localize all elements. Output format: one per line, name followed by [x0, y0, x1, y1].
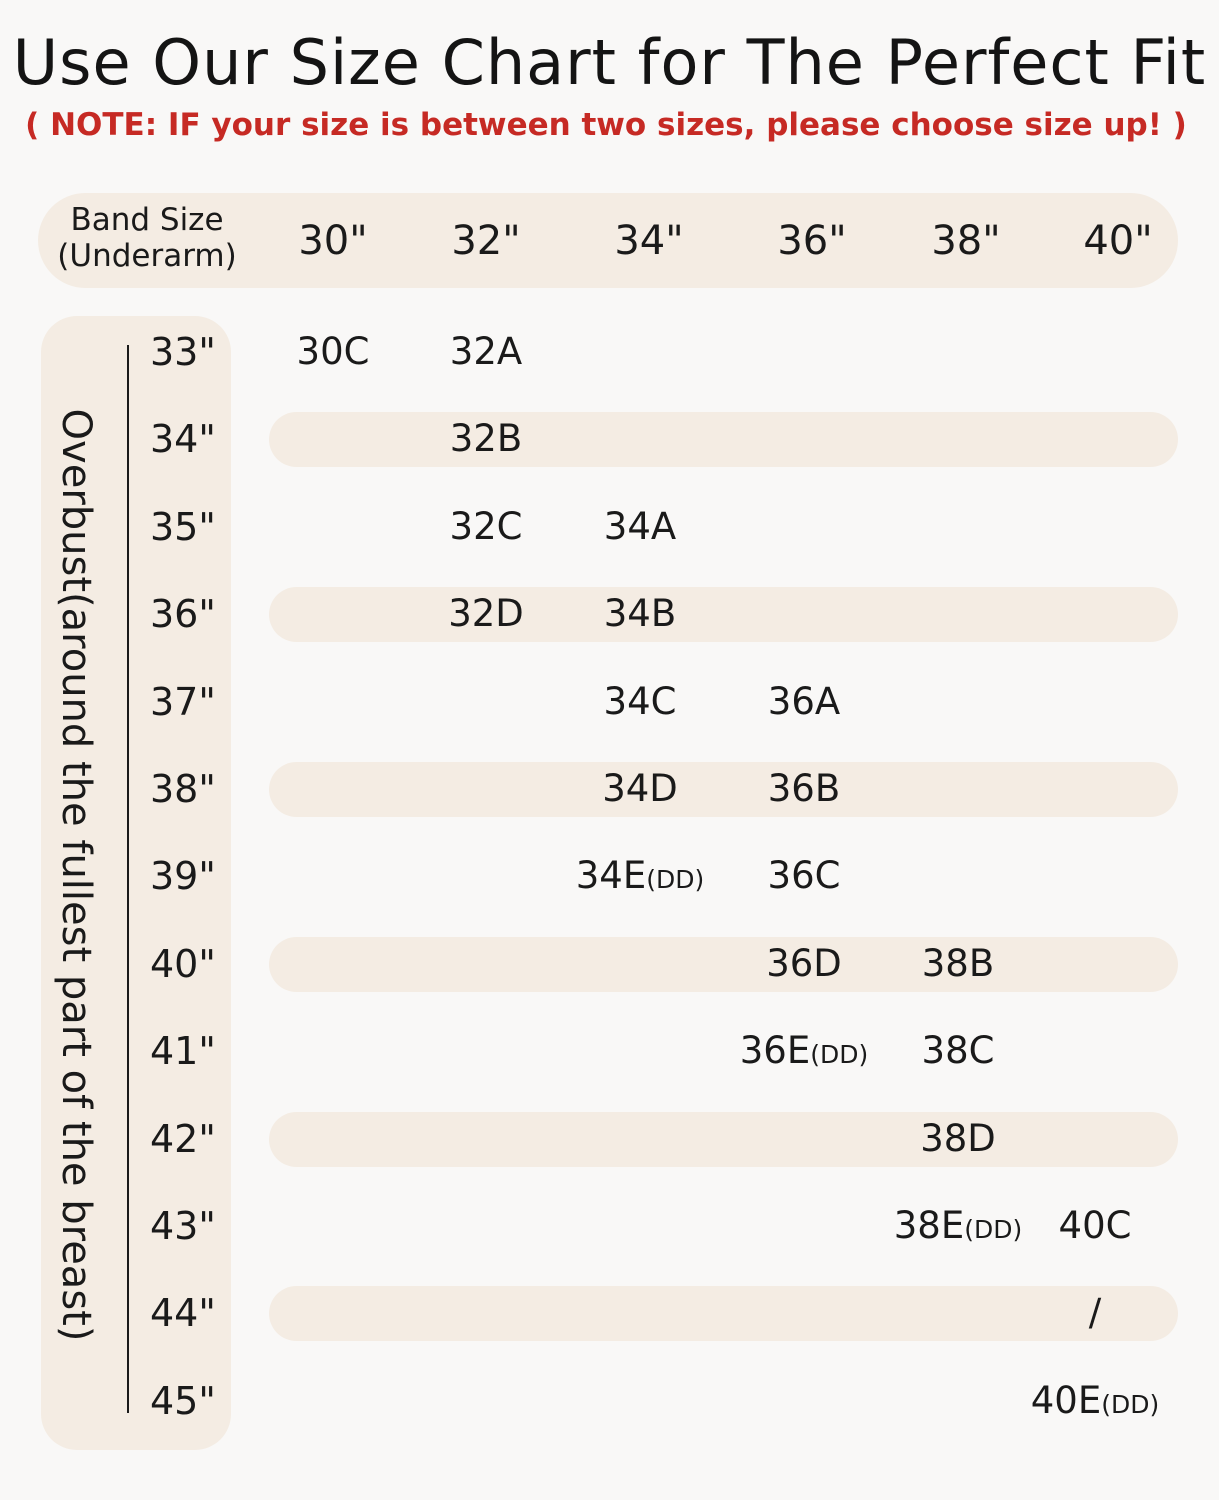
row-band: [269, 762, 1178, 817]
column-header-34: 34": [614, 218, 684, 264]
bra-size-cell: 32B: [396, 418, 576, 460]
bra-size-suffix: (DD): [810, 1040, 869, 1069]
page-title: Use Our Size Chart for The Perfect Fit: [12, 26, 1207, 99]
column-header-30: 30": [298, 218, 368, 264]
size-note: ( NOTE: IF your size is between two size…: [25, 107, 1187, 143]
overbust-row-label: 45": [150, 1379, 216, 1423]
overbust-row-label: 41": [150, 1029, 216, 1073]
bra-size-value: 30C: [296, 330, 370, 373]
bra-size-value: 36D: [766, 942, 842, 985]
bra-size-value: 32B: [449, 417, 523, 460]
column-header-40: 40": [1083, 218, 1153, 264]
bra-size-value: 40C: [1058, 1204, 1132, 1247]
bra-size-cell: 36B: [714, 768, 894, 810]
bra-size-cell: 34C: [550, 681, 730, 723]
bra-size-value: 36C: [767, 854, 841, 897]
band-size-label: Band Size (Underarm): [52, 202, 242, 274]
bra-size-cell: 34D: [550, 768, 730, 810]
column-header-36: 36": [777, 218, 847, 264]
bra-size-cell: 38D: [868, 1118, 1048, 1160]
bra-size-cell: 32C: [396, 506, 576, 548]
row-band: [269, 937, 1178, 992]
row-band: [269, 587, 1178, 642]
band-size-label-line1: Band Size: [70, 202, 224, 238]
bra-size-value: 38D: [920, 1117, 996, 1160]
column-header-38: 38": [931, 218, 1001, 264]
bra-size-value: 38E: [893, 1204, 965, 1247]
bra-size-cell: /: [1005, 1292, 1185, 1334]
bra-size-value: 34D: [602, 767, 678, 810]
overbust-row-label: 35": [150, 505, 216, 549]
bra-size-cell: 38E(DD): [868, 1205, 1048, 1251]
bra-size-cell: 36C: [714, 855, 894, 897]
bra-size-cell: 34A: [550, 506, 730, 548]
overbust-row-label: 42": [150, 1117, 216, 1161]
bra-size-value: 32D: [448, 592, 524, 635]
bra-size-value: 34B: [603, 592, 677, 635]
bra-size-cell: 32D: [396, 593, 576, 635]
bra-size-value: 40E: [1030, 1379, 1102, 1422]
bra-size-cell: 36A: [714, 681, 894, 723]
bra-size-cell: 30C: [243, 331, 423, 373]
overbust-row-label: 38": [150, 767, 216, 811]
bra-size-value: 32C: [449, 505, 523, 548]
bra-size-cell: 34E(DD): [550, 855, 730, 901]
row-band: [269, 1112, 1178, 1167]
overbust-row-label: 40": [150, 942, 216, 986]
bra-size-cell: 36D: [714, 943, 894, 985]
bra-size-value: /: [1088, 1291, 1102, 1334]
bra-size-value: 36A: [767, 680, 841, 723]
band-size-header: [38, 193, 1178, 288]
bra-size-value: 34E: [575, 854, 647, 897]
bra-size-suffix: (DD): [964, 1215, 1023, 1244]
bra-size-cell: 36E(DD): [714, 1030, 894, 1076]
bra-size-suffix: (DD): [646, 865, 705, 894]
bra-size-value: 36E: [739, 1029, 811, 1072]
bra-size-cell: 38B: [868, 943, 1048, 985]
bra-size-value: 34A: [603, 505, 677, 548]
overbust-sidebar: [41, 316, 231, 1450]
overbust-label-text: Overbust(around the fullest part of the …: [53, 408, 99, 1342]
bra-size-value: 36B: [767, 767, 841, 810]
bra-size-value: 38B: [921, 942, 995, 985]
bra-size-cell: 38C: [868, 1030, 1048, 1072]
overbust-row-label: 44": [150, 1291, 216, 1335]
bra-size-cell: 40E(DD): [1005, 1380, 1185, 1426]
bra-size-cell: 40C: [1005, 1205, 1185, 1247]
overbust-row-label: 39": [150, 854, 216, 898]
row-band: [269, 412, 1178, 467]
bra-size-value: 34C: [603, 680, 677, 723]
overbust-row-label: 34": [150, 417, 216, 461]
bra-size-value: 38C: [921, 1029, 995, 1072]
bra-size-value: 32A: [449, 330, 523, 373]
row-band: [269, 1286, 1178, 1341]
overbust-row-label: 43": [150, 1204, 216, 1248]
overbust-row-label: 33": [150, 330, 216, 374]
overbust-row-label: 36": [150, 592, 216, 636]
bra-size-cell: 34B: [550, 593, 730, 635]
bra-size-suffix: (DD): [1101, 1390, 1160, 1419]
band-size-label-line2: (Underarm): [57, 238, 237, 274]
overbust-row-label: 37": [150, 680, 216, 724]
column-header-32: 32": [451, 218, 521, 264]
bra-size-cell: 32A: [396, 331, 576, 373]
overbust-divider: [127, 345, 129, 1413]
